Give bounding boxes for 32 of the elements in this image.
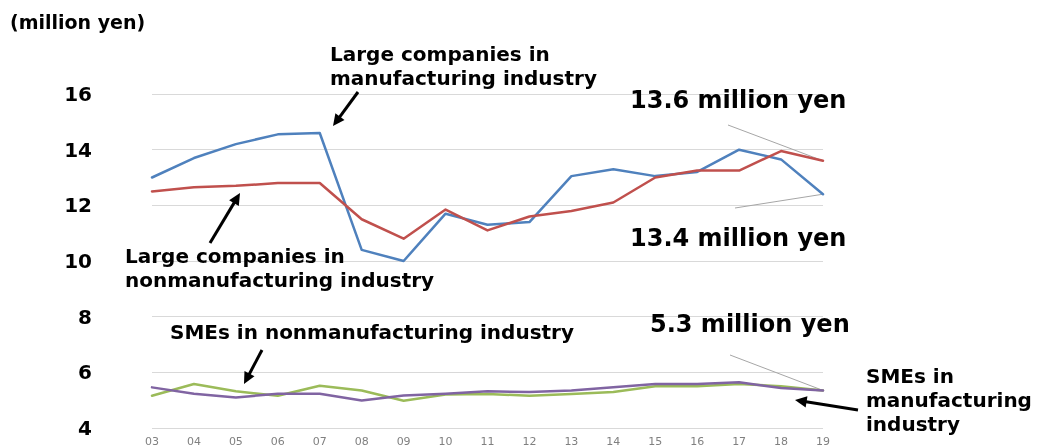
- y-tick-label: 8: [78, 304, 92, 329]
- x-tick-label: 19: [816, 435, 830, 447]
- y-tick-label: 10: [64, 249, 92, 273]
- text: SMEs in manufacturing industry: [866, 364, 1039, 436]
- x-tick-label: 14: [606, 435, 621, 447]
- annotation: 13.6 million yen: [630, 86, 847, 114]
- x-tick-label: 08: [354, 435, 369, 447]
- x-tick-label: 12: [522, 435, 537, 447]
- x-tick-label: 15: [648, 435, 663, 447]
- y-tick-label: 14: [64, 137, 92, 162]
- y-tick-label: 4: [78, 416, 92, 440]
- annotation: 13.4 million yen: [630, 224, 847, 252]
- x-tick-label: 09: [396, 435, 411, 447]
- x-tick-label: 17: [732, 435, 747, 447]
- y-tick-label: 12: [64, 193, 92, 218]
- x-tick-label: 16: [690, 435, 705, 447]
- text: SMEs in nonmanufacturing industry: [170, 320, 575, 344]
- annotation: 5.3 million yen: [650, 310, 850, 338]
- x-tick-label: 06: [270, 435, 285, 447]
- x-tick-label: 04: [186, 435, 201, 447]
- x-tick-label: 05: [228, 435, 243, 447]
- x-tick-label: 18: [774, 435, 789, 447]
- x-tick-label: 13: [564, 435, 579, 447]
- y-tick-label: 16: [64, 82, 92, 106]
- series-label: Large companies in nonmanufacturing industry: [125, 244, 435, 292]
- y-tick-label: 6: [78, 360, 92, 385]
- x-tick-label: 11: [480, 435, 495, 447]
- x-tick-label: 10: [438, 435, 453, 447]
- y-axis-title: (million yen): [10, 10, 146, 33]
- text: Large companies in manufacturing industry: [330, 42, 597, 90]
- x-tick-label: 07: [312, 435, 327, 447]
- x-tick-label: 03: [145, 435, 159, 447]
